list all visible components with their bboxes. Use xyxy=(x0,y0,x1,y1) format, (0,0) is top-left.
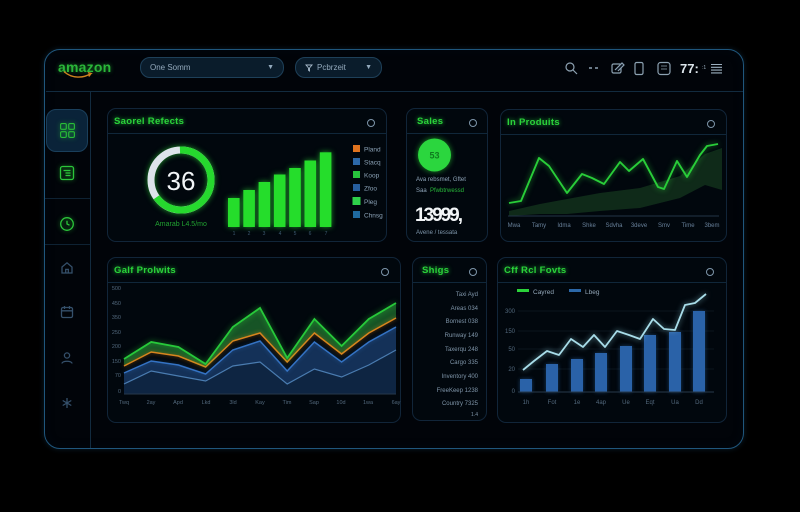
svg-text:6ay: 6ay xyxy=(392,400,401,406)
svg-text:20: 20 xyxy=(508,367,515,373)
svg-text:300: 300 xyxy=(505,309,516,315)
svg-text:150: 150 xyxy=(112,359,121,365)
svg-text::1: :1 xyxy=(702,65,706,71)
svg-text:Bornest 038: Bornest 038 xyxy=(446,319,479,325)
svg-text:Ua: Ua xyxy=(671,400,679,406)
svg-text:4: 4 xyxy=(279,231,282,237)
svg-text:Taxerqu 248: Taxerqu 248 xyxy=(445,347,479,353)
svg-text:13999,: 13999, xyxy=(415,205,463,226)
svg-text:Ava rebsmet, Gftet: Ava rebsmet, Gftet xyxy=(416,177,466,183)
svg-text:Pfwbtrwessd: Pfwbtrwessd xyxy=(430,188,464,194)
svg-text:150: 150 xyxy=(505,329,516,335)
svg-text:Idma: Idma xyxy=(557,223,571,229)
svg-text:Smv: Smv xyxy=(658,223,670,229)
svg-text:Fot: Fot xyxy=(548,400,557,406)
svg-text:Chnsg: Chnsg xyxy=(364,213,383,220)
svg-text:2ay: 2ay xyxy=(147,400,156,406)
svg-text:Time: Time xyxy=(681,223,695,229)
svg-text:Avene / tessata: Avene / tessata xyxy=(416,230,458,236)
svg-text:Tim: Tim xyxy=(283,400,292,406)
svg-text:Dd: Dd xyxy=(695,400,703,406)
svg-text:3bem: 3bem xyxy=(704,223,719,229)
svg-text:Stacq: Stacq xyxy=(364,160,381,167)
svg-text:1: 1 xyxy=(233,231,236,237)
svg-text:7: 7 xyxy=(325,231,328,237)
svg-text:350: 350 xyxy=(112,315,121,321)
svg-text:500: 500 xyxy=(112,286,121,292)
svg-text:50: 50 xyxy=(508,347,515,353)
svg-text:Twq: Twq xyxy=(119,400,129,406)
svg-text:70: 70 xyxy=(115,373,121,379)
svg-text:Lkd: Lkd xyxy=(202,400,211,406)
svg-text:Amarab L4.5/mo: Amarab L4.5/mo xyxy=(155,221,207,228)
svg-text:Eqt: Eqt xyxy=(645,400,654,406)
svg-text:53: 53 xyxy=(429,151,439,161)
svg-text:Kay: Kay xyxy=(255,400,265,406)
svg-text:2: 2 xyxy=(248,231,251,237)
svg-text:250: 250 xyxy=(112,330,121,336)
svg-text:200: 200 xyxy=(112,344,121,350)
svg-text:1.4: 1.4 xyxy=(471,412,478,418)
svg-text:Koop: Koop xyxy=(364,173,380,180)
svg-text:1wa: 1wa xyxy=(363,400,374,406)
svg-text:Tamy: Tamy xyxy=(532,223,546,229)
svg-text:Areas 034: Areas 034 xyxy=(451,306,479,312)
svg-text:4ap: 4ap xyxy=(596,400,607,406)
svg-text:Sap: Sap xyxy=(309,400,319,406)
svg-text:3ld: 3ld xyxy=(229,400,236,406)
svg-text:5: 5 xyxy=(294,231,297,237)
svg-text:Lbeg: Lbeg xyxy=(585,289,600,296)
svg-text:Apd: Apd xyxy=(173,400,183,406)
svg-text:77:: 77: xyxy=(680,61,699,76)
svg-text:Mwa: Mwa xyxy=(508,223,521,229)
svg-text:Zfoo: Zfoo xyxy=(364,186,377,193)
svg-text:Inventory 400: Inventory 400 xyxy=(442,374,479,380)
svg-text:Shke: Shke xyxy=(582,223,596,229)
svg-text:Pland: Pland xyxy=(364,147,381,154)
svg-text:Saa: Saa xyxy=(416,188,427,194)
svg-text:1e: 1e xyxy=(574,400,581,406)
svg-text:6: 6 xyxy=(309,231,312,237)
svg-text:1h: 1h xyxy=(523,400,530,406)
svg-text:36: 36 xyxy=(167,166,196,196)
svg-text:Country 7325: Country 7325 xyxy=(442,401,479,407)
svg-text:FreeKeep 1238: FreeKeep 1238 xyxy=(437,388,479,394)
svg-text:Sdvha: Sdvha xyxy=(605,223,623,229)
svg-text:Ue: Ue xyxy=(622,400,630,406)
svg-text:Cargo 335: Cargo 335 xyxy=(450,360,479,366)
svg-text:0: 0 xyxy=(512,389,516,395)
svg-text:0: 0 xyxy=(118,389,121,395)
svg-text:450: 450 xyxy=(112,301,121,307)
svg-text:Runway 149: Runway 149 xyxy=(445,333,479,339)
svg-text:Pleg: Pleg xyxy=(364,199,377,206)
svg-text:10d: 10d xyxy=(336,400,345,406)
svg-text:3: 3 xyxy=(263,231,266,237)
svg-text:3deve: 3deve xyxy=(631,223,648,229)
svg-text:Cayred: Cayred xyxy=(533,289,554,296)
svg-text:Taxi Ayd: Taxi Ayd xyxy=(456,292,478,298)
